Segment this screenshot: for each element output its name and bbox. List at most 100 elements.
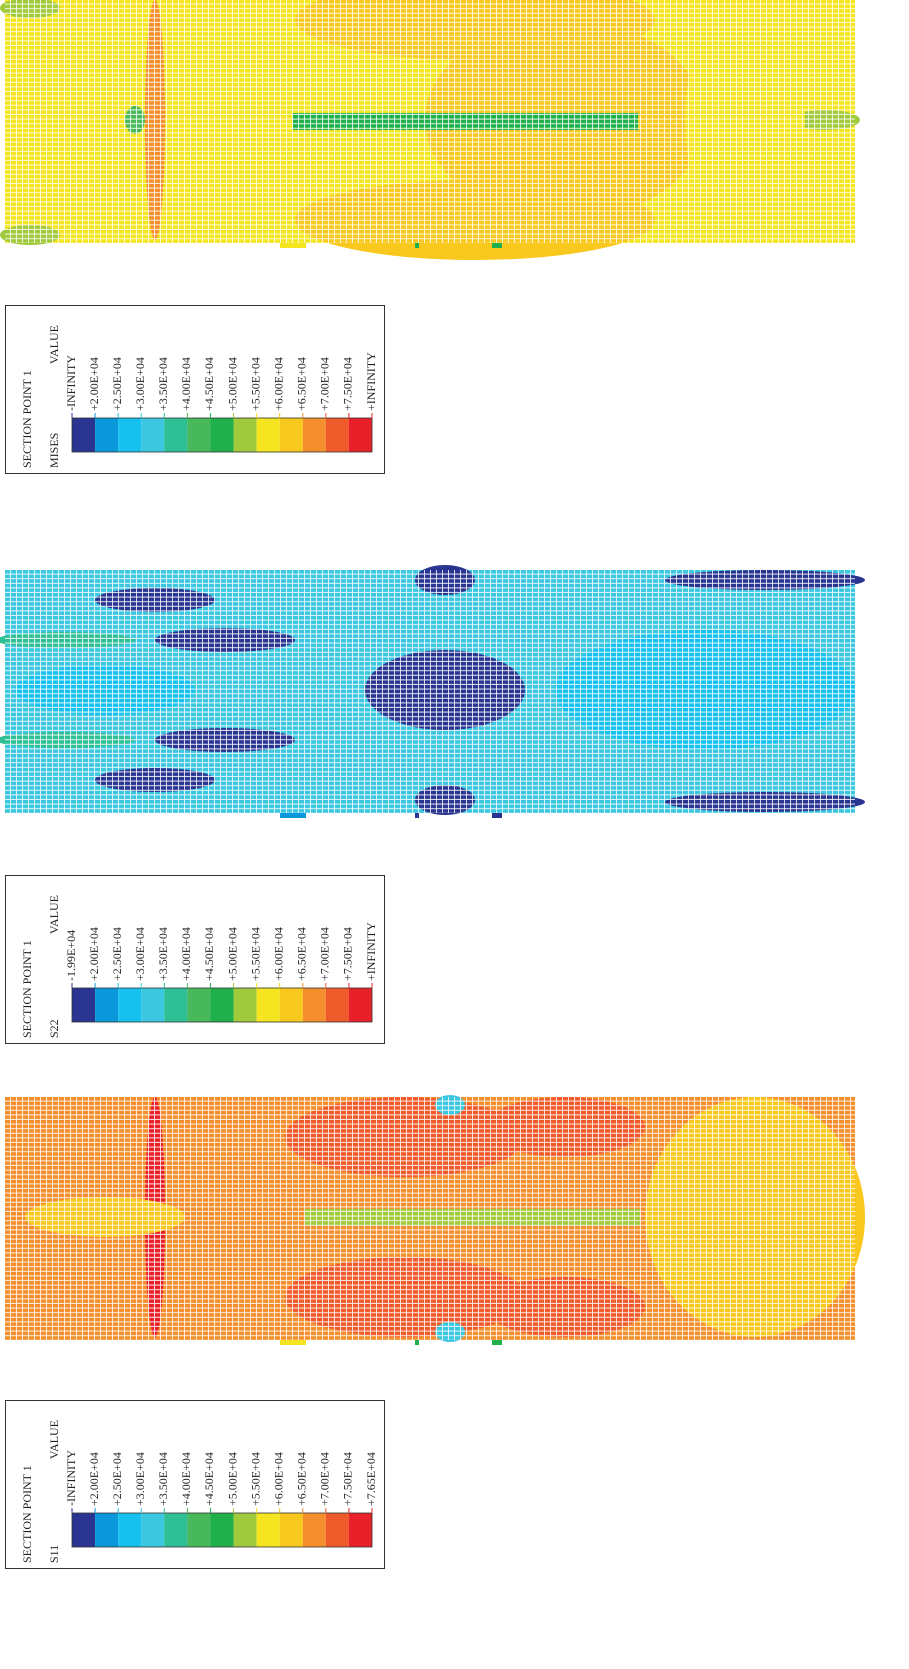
legend-label: +7.50E+04 — [341, 357, 355, 411]
legend-strip-border — [71, 1512, 373, 1548]
boundary-marker — [492, 1340, 502, 1345]
legend-swatch — [256, 1513, 280, 1547]
legend-label: +4.50E+04 — [202, 1452, 216, 1506]
legend-swatch — [325, 1513, 349, 1547]
legend-label: +4.50E+04 — [202, 357, 216, 411]
legend-label: +7.65E+04 — [364, 1452, 378, 1506]
legend-label: +5.00E+04 — [225, 927, 239, 981]
legend-label: +2.50E+04 — [110, 357, 124, 411]
legend-label: +3.00E+04 — [133, 357, 147, 411]
legend-swatch — [233, 418, 257, 452]
legend-title: SECTION POINT 1 — [20, 1465, 34, 1563]
contour-plot — [5, 1095, 865, 1345]
boundary-marker — [280, 1340, 306, 1345]
legend-swatch — [210, 988, 234, 1022]
legend-label: +2.50E+04 — [110, 927, 124, 981]
legend-label: +6.00E+04 — [271, 1452, 285, 1506]
legend-swatch — [72, 1513, 96, 1547]
legend-title: SECTION POINT 1 — [20, 940, 34, 1038]
legend-swatch — [164, 1513, 188, 1547]
legend-header: VALUE — [47, 895, 61, 934]
legend-label: +5.50E+04 — [248, 357, 262, 411]
legend-swatch — [302, 1513, 326, 1547]
legend-label: +3.50E+04 — [156, 357, 170, 411]
mesh-grid — [5, 0, 855, 243]
legend-label: +2.00E+04 — [87, 927, 101, 981]
legend-label: +5.00E+04 — [225, 357, 239, 411]
legend-label: +6.50E+04 — [295, 1452, 309, 1506]
legend-label: +5.00E+04 — [225, 1452, 239, 1506]
legend-swatch — [210, 1513, 234, 1547]
legend-swatch — [233, 1513, 257, 1547]
legend-swatch — [302, 988, 326, 1022]
legend-label: +7.00E+04 — [318, 1452, 332, 1506]
legend-label: +6.50E+04 — [295, 357, 309, 411]
legend-swatch — [348, 988, 372, 1022]
legend: -INFINITY +2.00E+04 +2.50E+04 +3.00E+04 +3.5… — [5, 1400, 385, 1569]
legend-label: -INFINITY — [64, 1450, 78, 1506]
legend: -1.99E+04 +2.00E+04 +2.50E+04 +3.00E+04 +3.5… — [5, 875, 385, 1044]
legend-header: VALUE — [47, 325, 61, 364]
legend-swatch — [141, 988, 165, 1022]
legend-label: +5.50E+04 — [248, 927, 262, 981]
legend-swatch — [164, 988, 188, 1022]
legend-label: +7.50E+04 — [341, 927, 355, 981]
boundary-marker — [492, 813, 502, 818]
legend-swatch — [233, 988, 257, 1022]
legend-label: +3.00E+04 — [133, 1452, 147, 1506]
legend-swatch — [279, 1513, 303, 1547]
legend: -INFINITY +2.00E+04 +2.50E+04 +3.00E+04 +3.5… — [5, 305, 385, 474]
legend-label: +3.50E+04 — [156, 1452, 170, 1506]
boundary-marker — [415, 813, 419, 818]
legend-label: +3.00E+04 — [133, 927, 147, 981]
legend-label: -1.99E+04 — [64, 930, 78, 981]
legend-swatch — [279, 988, 303, 1022]
legend-label: +INFINITY — [364, 352, 378, 411]
legend-label: +2.50E+04 — [110, 1452, 124, 1506]
legend-swatch — [187, 988, 211, 1022]
legend-swatch — [348, 1513, 372, 1547]
legend-swatch — [302, 418, 326, 452]
legend-label: +2.00E+04 — [87, 357, 101, 411]
legend-swatch — [72, 988, 96, 1022]
legend-label: +2.00E+04 — [87, 1452, 101, 1506]
legend-label: +3.50E+04 — [156, 927, 170, 981]
legend-label: +5.50E+04 — [248, 1452, 262, 1506]
legend-swatch — [279, 418, 303, 452]
legend-swatch — [118, 1513, 142, 1547]
legend-label: +4.00E+04 — [179, 357, 193, 411]
legend-swatch — [325, 988, 349, 1022]
legend-swatch — [256, 988, 280, 1022]
boundary-marker — [415, 1340, 419, 1345]
legend-variable: MISES — [47, 433, 61, 468]
legend-swatch — [95, 988, 119, 1022]
legend-title: SECTION POINT 1 — [20, 370, 34, 468]
legend-label: +6.00E+04 — [271, 357, 285, 411]
legend-swatch — [256, 418, 280, 452]
legend-swatch — [118, 988, 142, 1022]
legend-label: +INFINITY — [364, 922, 378, 981]
legend-label: +4.00E+04 — [179, 1452, 193, 1506]
legend-swatch — [187, 418, 211, 452]
legend-strip-border — [71, 987, 373, 1023]
legend-swatch — [187, 1513, 211, 1547]
legend-swatch — [141, 418, 165, 452]
legend-swatch — [348, 418, 372, 452]
legend-label: +4.00E+04 — [179, 927, 193, 981]
legend-swatch — [325, 418, 349, 452]
legend-header: VALUE — [47, 1420, 61, 1459]
legend-label: +7.50E+04 — [341, 1452, 355, 1506]
legend-swatch — [164, 418, 188, 452]
legend-label: +7.00E+04 — [318, 357, 332, 411]
legend-label: +4.50E+04 — [202, 927, 216, 981]
legend-swatch — [95, 1513, 119, 1547]
legend-strip-border — [71, 417, 373, 453]
contour-plot — [0, 0, 860, 260]
legend-swatch — [95, 418, 119, 452]
legend-label: +7.00E+04 — [318, 927, 332, 981]
legend-label: +6.50E+04 — [295, 927, 309, 981]
boundary-marker — [280, 243, 306, 248]
contour-plot — [0, 565, 865, 818]
boundary-marker — [415, 243, 419, 248]
